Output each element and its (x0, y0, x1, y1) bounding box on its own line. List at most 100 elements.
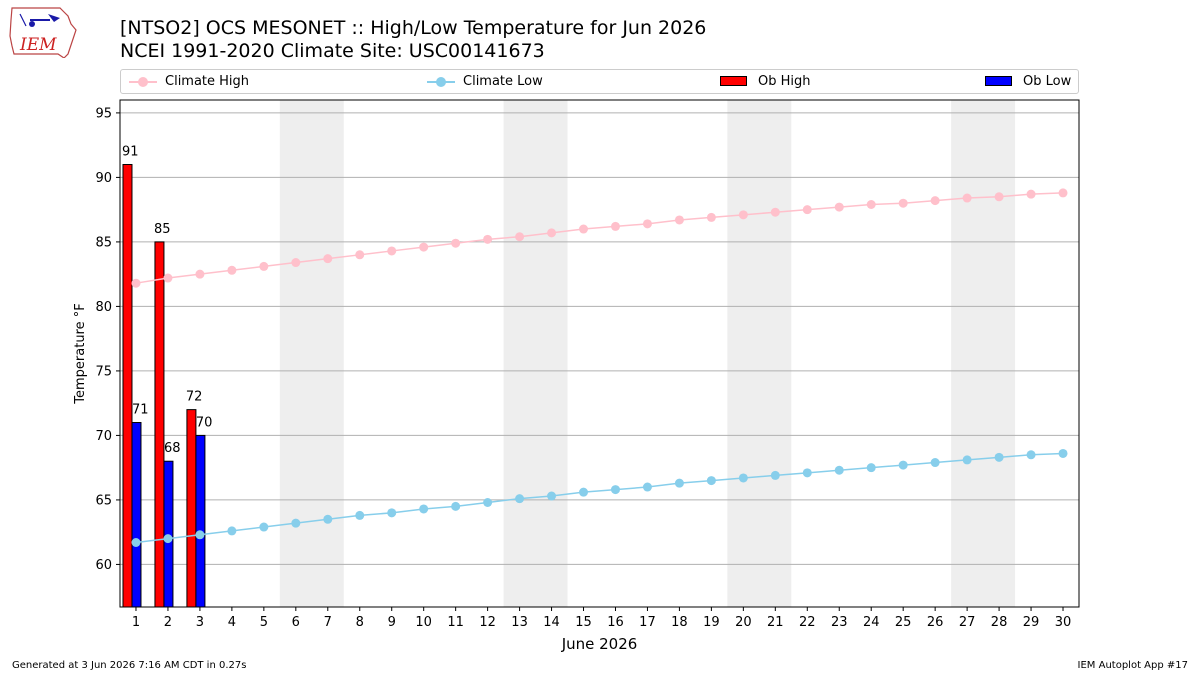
y-tick-label-65: 65 (95, 493, 112, 508)
ob-low-label-2: 68 (164, 441, 181, 456)
x-tick-label-30: 30 (1055, 615, 1072, 630)
climate-low-point-26 (930, 458, 940, 468)
climate-low-point-2 (163, 534, 173, 544)
climate-low-point-17 (642, 482, 652, 492)
ob-high-label-3: 72 (186, 390, 203, 405)
x-tick-label-28: 28 (991, 615, 1008, 630)
climate-low-point-14 (547, 491, 557, 501)
climate-low-point-1 (131, 537, 141, 547)
climate-high-point-10 (419, 242, 429, 252)
x-tick-label-13: 13 (511, 615, 528, 630)
weekend-band-3 (727, 100, 792, 607)
climate-high-point-12 (483, 234, 493, 244)
ob-high-label-1: 91 (122, 145, 139, 160)
x-tick-label-1: 1 (132, 615, 140, 630)
climate-low-point-25 (898, 460, 908, 470)
climate-high-point-20 (738, 210, 748, 220)
x-tick-label-15: 15 (575, 615, 592, 630)
x-tick-label-16: 16 (607, 615, 624, 630)
legend-ob-low-label: Ob Low (1023, 74, 1072, 89)
climate-low-point-15 (579, 487, 589, 497)
climate-high-point-7 (323, 254, 333, 264)
climate-low-point-19 (706, 476, 716, 486)
x-tick-label-22: 22 (799, 615, 816, 630)
legend-ob-high-label: Ob High (758, 74, 811, 89)
x-tick-label-7: 7 (324, 615, 332, 630)
climate-high-point-27 (962, 193, 972, 203)
climate-high-point-26 (930, 196, 940, 206)
x-tick-label-26: 26 (927, 615, 944, 630)
climate-low-point-21 (770, 470, 780, 480)
climate-high-point-24 (866, 199, 876, 209)
climate-high-point-6 (291, 258, 301, 268)
weekend-band-1 (279, 100, 344, 607)
generated-timestamp: Generated at 3 Jun 2026 7:16 AM CDT in 0… (12, 660, 247, 671)
ob-low-bar-1 (131, 422, 142, 608)
climate-high-point-15 (579, 224, 589, 234)
climate-high-point-16 (610, 221, 620, 231)
x-tick-label-27: 27 (959, 615, 976, 630)
climate-high-point-3 (195, 269, 205, 279)
x-tick-label-19: 19 (703, 615, 720, 630)
climate-low-point-28 (994, 452, 1004, 462)
climate-high-point-19 (706, 212, 716, 222)
climate-low-point-7 (323, 514, 333, 524)
x-tick-label-9: 9 (388, 615, 396, 630)
climate-high-point-30 (1058, 188, 1068, 198)
climate-low-point-12 (483, 498, 493, 508)
climate-low-point-6 (291, 518, 301, 528)
climate-low-point-9 (387, 508, 397, 518)
ob-low-label-1: 71 (132, 403, 149, 418)
climate-low-point-13 (515, 494, 525, 504)
legend-climate-high-label: Climate High (165, 74, 250, 89)
x-tick-label-14: 14 (543, 615, 560, 630)
x-tick-label-20: 20 (735, 615, 752, 630)
climate-low-point-29 (1026, 450, 1036, 460)
y-tick-label-90: 90 (95, 171, 112, 186)
legend: Climate High Climate Low Ob High Ob Low (120, 69, 1079, 94)
climate-high-point-2 (163, 273, 173, 283)
climate-low-point-8 (355, 510, 365, 520)
ob-high-bar-2 (154, 241, 165, 608)
climate-high-point-28 (994, 192, 1004, 202)
climate-high-point-23 (834, 202, 844, 212)
climate-low-point-23 (834, 465, 844, 475)
climate-high-point-4 (227, 265, 237, 275)
x-tick-label-6: 6 (292, 615, 300, 630)
climate-high-point-9 (387, 246, 397, 256)
y-axis-label: Temperature °F (73, 303, 88, 404)
y-tick-label-60: 60 (95, 558, 112, 573)
climate-low-point-27 (962, 455, 972, 465)
climate-high-point-29 (1026, 189, 1036, 199)
climate-high-point-5 (259, 261, 269, 271)
x-tick-label-2: 2 (164, 615, 172, 630)
x-tick-label-18: 18 (671, 615, 688, 630)
x-tick-label-25: 25 (895, 615, 912, 630)
y-tick-label-95: 95 (95, 106, 112, 121)
climate-low-point-5 (259, 522, 269, 532)
y-tick-label-70: 70 (95, 429, 112, 444)
climate-high-point-22 (802, 205, 812, 215)
climate-low-point-16 (610, 485, 620, 495)
weekend-band-4 (951, 100, 1016, 607)
climate-low-line (135, 452, 1064, 544)
x-tick-label-24: 24 (863, 615, 880, 630)
climate-high-point-17 (642, 219, 652, 229)
climate-low-point-24 (866, 463, 876, 473)
ob-low-bar-2 (163, 460, 174, 608)
climate-low-point-18 (674, 478, 684, 488)
y-tick-label-80: 80 (95, 300, 112, 315)
chart-subtitle: NCEI 1991-2020 Climate Site: USC00141673 (120, 40, 545, 62)
x-tick-label-21: 21 (767, 615, 784, 630)
ob-high-bar-3 (186, 409, 197, 608)
x-tick-label-8: 8 (356, 615, 364, 630)
y-tick-label-85: 85 (95, 235, 112, 250)
x-tick-label-4: 4 (228, 615, 236, 630)
climate-high-line (135, 192, 1064, 284)
x-tick-label-11: 11 (447, 615, 464, 630)
x-tick-label-12: 12 (479, 615, 496, 630)
climate-high-point-1 (131, 278, 141, 288)
legend-climate-low-label: Climate Low (463, 74, 543, 89)
weekend-band-2 (503, 100, 568, 607)
climate-low-point-30 (1058, 448, 1068, 458)
